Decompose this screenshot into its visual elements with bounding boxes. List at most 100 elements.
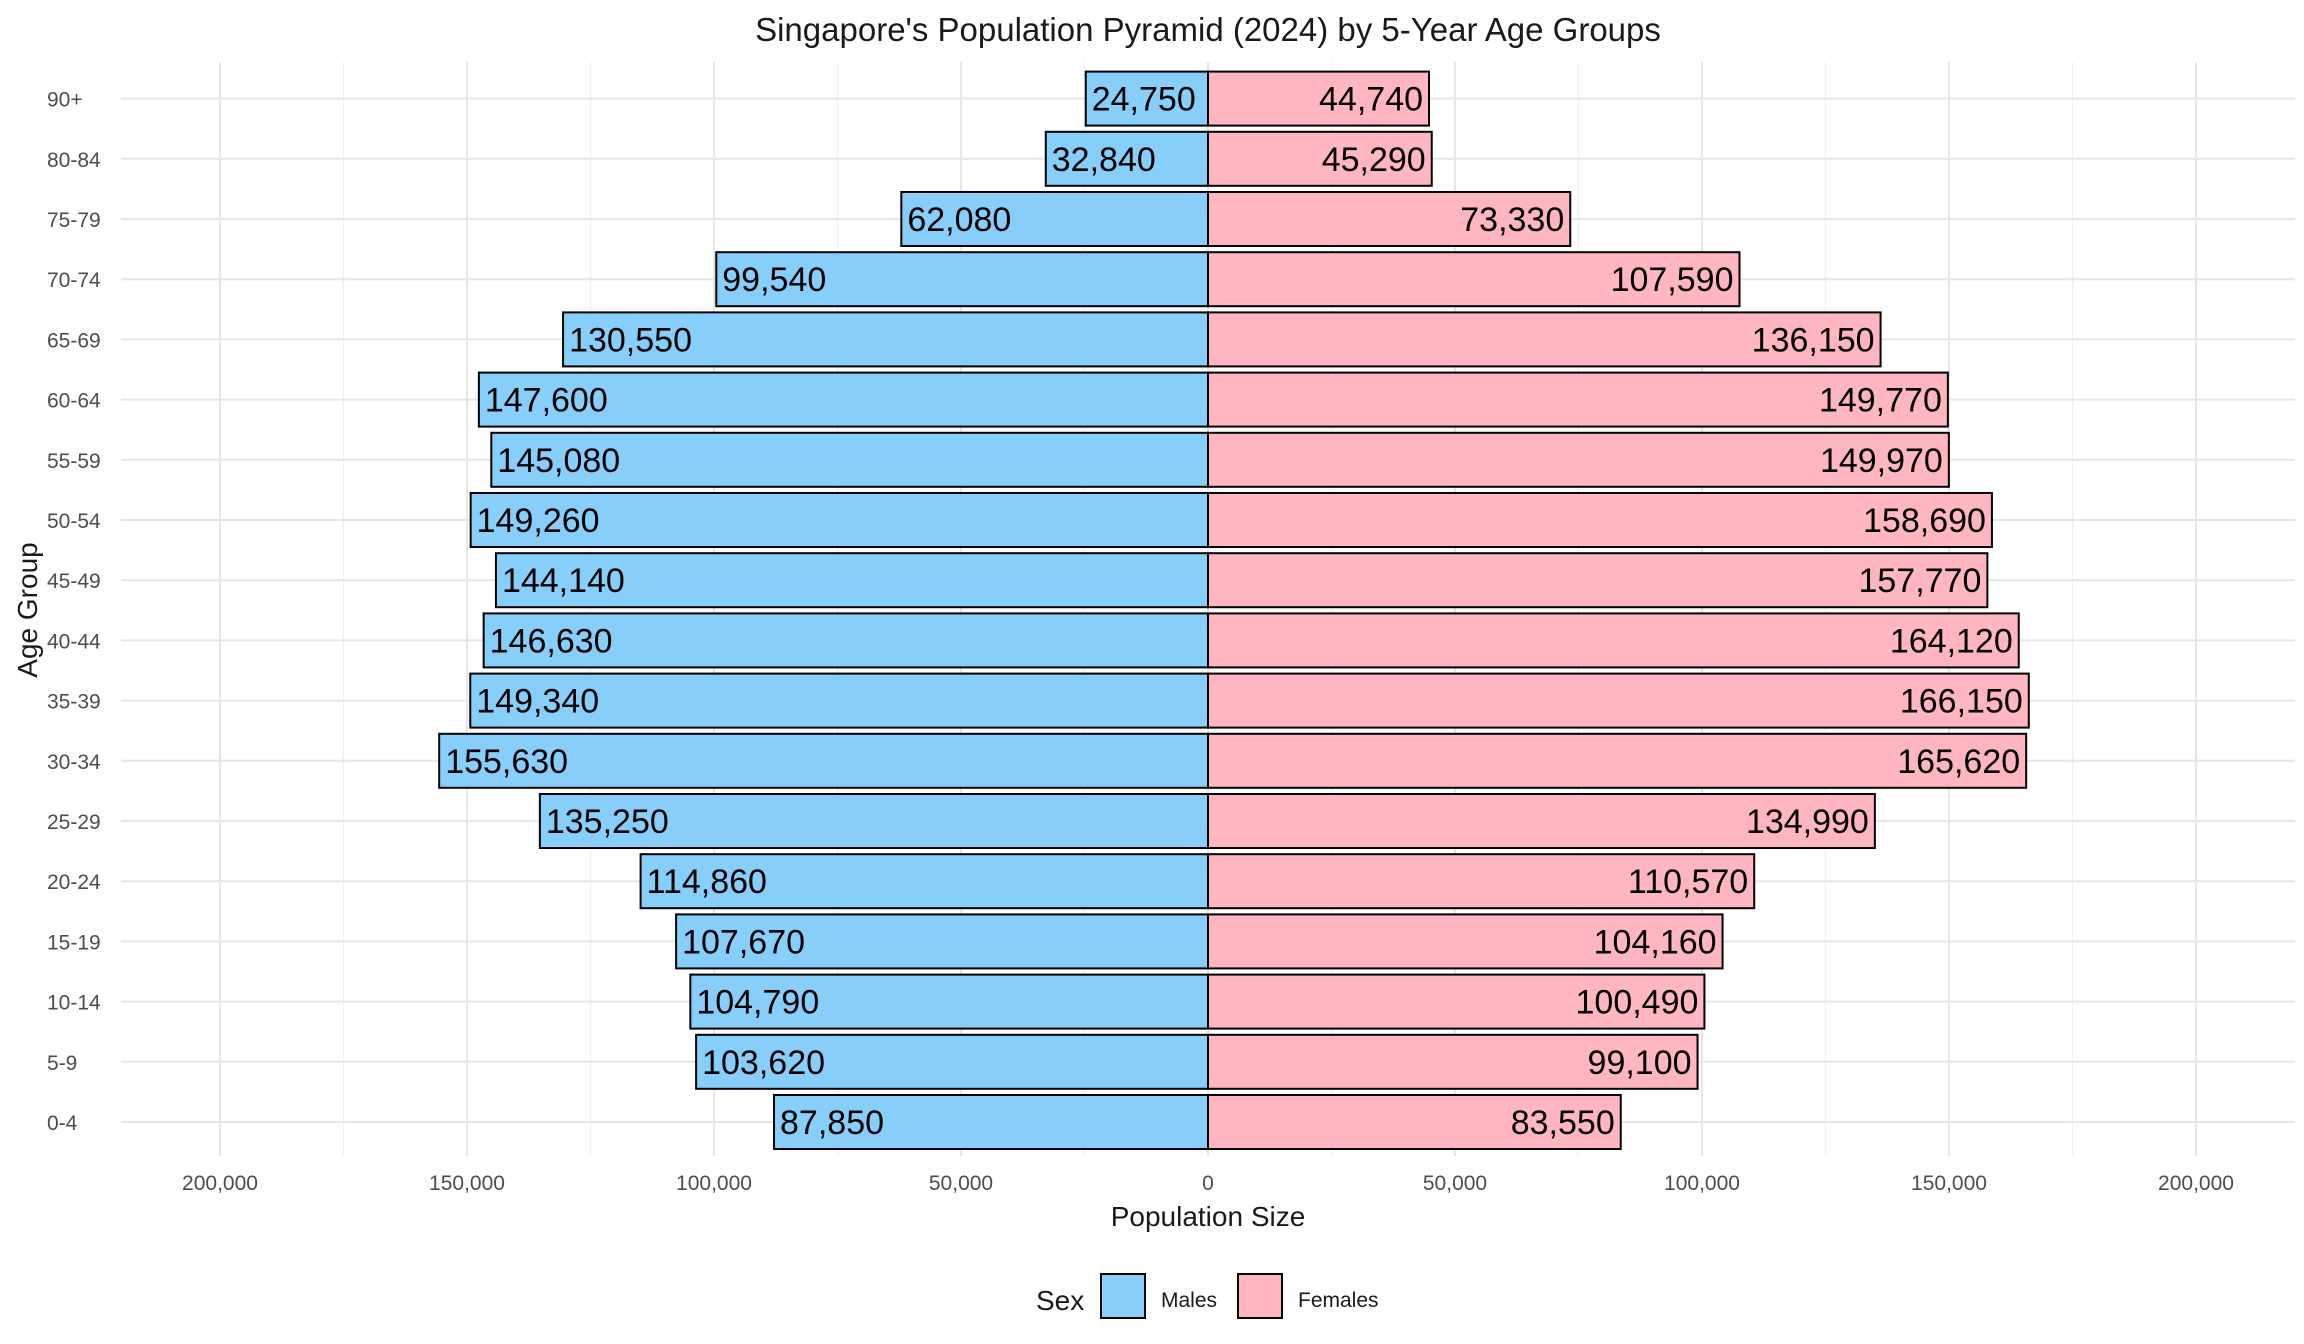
bar-label-females-20-24: 110,570: [1628, 863, 1748, 901]
legend: Sex Males Females: [1036, 1273, 1379, 1319]
bar-label-females-5-9: 99,100: [1588, 1044, 1692, 1082]
bar-label-males-15-19: 107,670: [682, 923, 805, 961]
legend-label-females: Females: [1298, 1289, 1379, 1312]
y-tick-label: 80-84: [47, 149, 101, 172]
y-tick-label: 40-44: [47, 630, 101, 653]
bar-males-10-14: [689, 973, 1209, 1030]
bar-label-females-90+: 44,740: [1319, 81, 1423, 119]
bar-males-30-34: [438, 732, 1209, 789]
x-tick-label: 150,000: [1911, 1172, 1987, 1195]
bar-label-females-55-59: 149,970: [1820, 442, 1943, 480]
x-tick-label: 200,000: [182, 1172, 258, 1195]
y-tick-label: 45-49: [47, 570, 101, 593]
bar-label-males-30-34: 155,630: [445, 743, 568, 781]
bar-label-females-45-49: 157,770: [1858, 562, 1981, 600]
bar-males-45-49: [494, 552, 1209, 609]
bar-males-75-79: [900, 191, 1210, 247]
bar-males-40-44: [482, 612, 1209, 669]
chart-title: Singapore's Population Pyramid (2024) by…: [755, 11, 1661, 48]
y-tick-label: 15-19: [47, 931, 101, 954]
y-tick-labels: 0-4 5-9 10-14 15-19 20-24 25-29 30-34 35-39 40-4…: [47, 89, 101, 1135]
bar-label-males-10-14: 104,790: [696, 984, 819, 1022]
y-tick-label: 70-74: [47, 269, 101, 292]
legend-label-males: Males: [1161, 1289, 1217, 1312]
bar-label-males-25-29: 135,250: [546, 803, 669, 841]
bar-label-males-45-49: 144,140: [502, 562, 625, 600]
x-tick-label: 0: [1202, 1172, 1214, 1195]
bar-label-males-70-74: 99,540: [722, 261, 826, 299]
bar-label-females-80-84: 45,290: [1322, 141, 1426, 179]
bar-label-males-40-44: 146,630: [490, 622, 613, 660]
bar-females-5-9: [1207, 1033, 1699, 1090]
bar-label-females-50-54: 158,690: [1863, 502, 1986, 540]
x-axis-title: Population Size: [1111, 1201, 1306, 1232]
bar-label-males-50-54: 149,260: [477, 502, 600, 540]
bar-label-females-40-44: 164,120: [1890, 622, 2013, 660]
y-axis-title: Age Group: [12, 542, 43, 677]
x-tick-label: 100,000: [676, 1172, 752, 1195]
bar-label-males-5-9: 103,620: [702, 1044, 825, 1082]
bar-labels-layer: 87,850 103,620 104,790 107,670 114,860 135,25…: [445, 81, 2023, 1142]
bar-males-55-59: [490, 431, 1209, 488]
bar-label-females-15-19: 104,160: [1594, 923, 1717, 961]
bar-males-35-39: [469, 672, 1210, 729]
y-tick-label: 5-9: [47, 1052, 77, 1075]
bar-label-males-80-84: 32,840: [1052, 141, 1156, 179]
y-tick-label: 0-4: [47, 1112, 78, 1135]
bar-label-females-10-14: 100,490: [1576, 984, 1699, 1022]
y-tick-label: 20-24: [47, 871, 101, 894]
bar-males-15-19: [675, 913, 1209, 970]
bar-label-males-60-64: 147,600: [485, 382, 608, 420]
y-tick-label: 90+: [47, 89, 83, 112]
y-tick-label: 60-64: [47, 390, 101, 413]
legend-title: Sex: [1036, 1285, 1084, 1316]
bars-layer: [438, 70, 2030, 1150]
bar-females-20-24: [1207, 853, 1756, 910]
bar-females-35-39: [1207, 672, 2030, 729]
bar-label-males-65-69: 130,550: [569, 321, 692, 359]
y-tick-label: 65-69: [47, 329, 101, 352]
bar-females-75-79: [1207, 191, 1572, 247]
legend-swatch-males: [1100, 1273, 1146, 1319]
bar-females-25-29: [1207, 793, 1876, 849]
bar-females-10-14: [1207, 973, 1706, 1030]
bar-label-females-30-34: 165,620: [1897, 743, 2020, 781]
bar-females-0-4: [1207, 1094, 1622, 1150]
bar-males-0-4: [773, 1094, 1209, 1150]
bar-females-45-49: [1207, 552, 1989, 609]
y-tick-label: 30-34: [47, 751, 101, 774]
bar-females-55-59: [1207, 431, 1950, 488]
bar-females-30-34: [1207, 732, 2028, 789]
y-tick-label: 75-79: [47, 209, 101, 232]
bar-females-40-44: [1207, 612, 2020, 669]
bar-label-males-20-24: 114,860: [647, 863, 767, 901]
bar-label-females-35-39: 166,150: [1900, 683, 2023, 721]
bar-females-15-19: [1207, 913, 1724, 970]
bar-females-80-84: [1207, 130, 1433, 187]
bar-label-males-55-59: 145,080: [497, 442, 620, 480]
bar-label-females-25-29: 134,990: [1746, 803, 1869, 841]
x-tick-labels: 200,000 150,000 100,000 50,000 0 50,000 100,00…: [182, 1172, 2234, 1195]
bar-label-males-35-39: 149,340: [476, 683, 599, 721]
bar-label-males-75-79: 62,080: [907, 201, 1011, 239]
y-tick-label: 10-14: [47, 992, 101, 1015]
x-tick-label: 50,000: [929, 1172, 993, 1195]
bar-label-females-0-4: 83,550: [1511, 1104, 1615, 1142]
bar-females-90+: [1207, 70, 1431, 127]
bar-label-females-65-69: 136,150: [1752, 321, 1875, 359]
y-tick-label: 55-59: [47, 450, 101, 473]
y-tick-label: 50-54: [47, 510, 101, 533]
x-tick-label: 150,000: [429, 1172, 505, 1195]
x-tick-label: 50,000: [1423, 1172, 1487, 1195]
bar-males-90+: [1084, 70, 1209, 127]
bar-males-50-54: [469, 492, 1210, 548]
bar-males-70-74: [715, 251, 1209, 308]
bar-females-50-54: [1207, 492, 1993, 548]
bar-label-males-90+: 24,750: [1092, 81, 1196, 119]
bar-males-65-69: [562, 311, 1209, 368]
bar-females-60-64: [1207, 371, 1949, 428]
bar-males-20-24: [639, 853, 1209, 910]
x-tick-label: 100,000: [1664, 1172, 1740, 1195]
bar-label-females-75-79: 73,330: [1460, 201, 1564, 239]
